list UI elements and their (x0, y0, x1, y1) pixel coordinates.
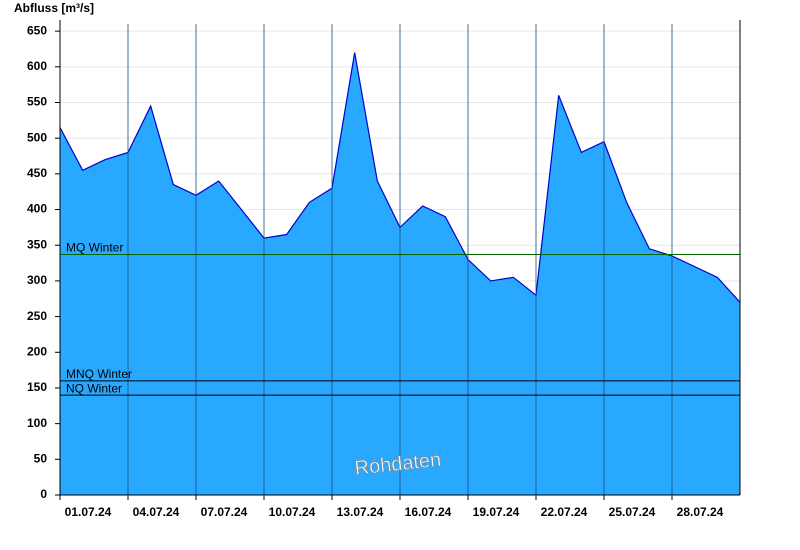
y-tick-label: 150 (27, 380, 47, 394)
reference-label: MQ Winter (66, 241, 123, 255)
y-tick-label: 200 (27, 344, 47, 358)
x-tick-label: 10.07.24 (269, 505, 316, 519)
y-axis-title: Abfluss [m³/s] (14, 1, 94, 15)
y-tick-label: 100 (27, 416, 47, 430)
y-tick-label: 550 (27, 95, 47, 109)
x-tick-label: 16.07.24 (405, 505, 452, 519)
y-tick-label: 400 (27, 202, 47, 216)
x-tick-label: 25.07.24 (609, 505, 656, 519)
y-tick-label: 300 (27, 273, 47, 287)
y-tick-label: 350 (27, 237, 47, 251)
x-tick-label: 04.07.24 (133, 505, 180, 519)
y-tick-label: 500 (27, 130, 47, 144)
y-tick-label: 600 (27, 59, 47, 73)
y-tick-label: 250 (27, 309, 47, 323)
x-tick-label: 01.07.24 (65, 505, 112, 519)
reference-label: NQ Winter (66, 381, 122, 395)
y-tick-label: 50 (34, 451, 48, 465)
x-tick-label: 19.07.24 (473, 505, 520, 519)
x-tick-label: 13.07.24 (337, 505, 384, 519)
y-tick-label: 450 (27, 166, 47, 180)
y-tick-label: 0 (40, 487, 47, 501)
x-tick-label: 07.07.24 (201, 505, 248, 519)
x-tick-label: 28.07.24 (677, 505, 724, 519)
y-tick-label: 650 (27, 23, 47, 37)
reference-label: MNQ Winter (66, 367, 132, 381)
x-tick-label: 22.07.24 (541, 505, 588, 519)
